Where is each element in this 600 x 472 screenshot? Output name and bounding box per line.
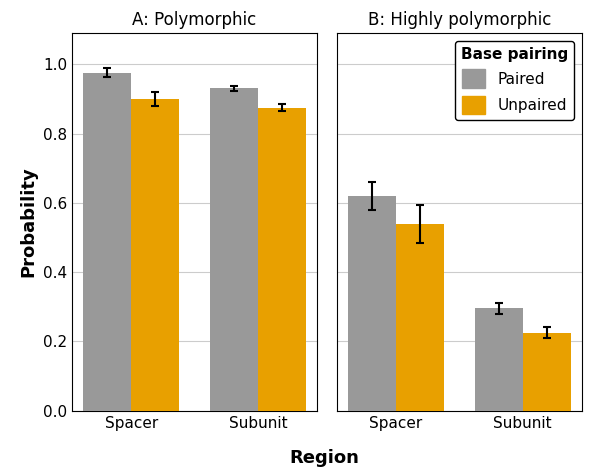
Bar — [475, 308, 523, 411]
Title: B: Highly polymorphic: B: Highly polymorphic — [368, 11, 551, 29]
Legend: Paired, Unpaired: Paired, Unpaired — [455, 41, 574, 120]
Title: A: Polymorphic: A: Polymorphic — [133, 11, 257, 29]
Bar — [210, 88, 258, 411]
Text: Region: Region — [289, 449, 359, 467]
Bar — [348, 196, 396, 411]
Bar — [396, 224, 444, 411]
Y-axis label: Probability: Probability — [19, 167, 37, 277]
Bar — [83, 73, 131, 411]
Bar — [523, 333, 571, 411]
Bar — [131, 99, 179, 411]
Bar — [258, 108, 306, 411]
